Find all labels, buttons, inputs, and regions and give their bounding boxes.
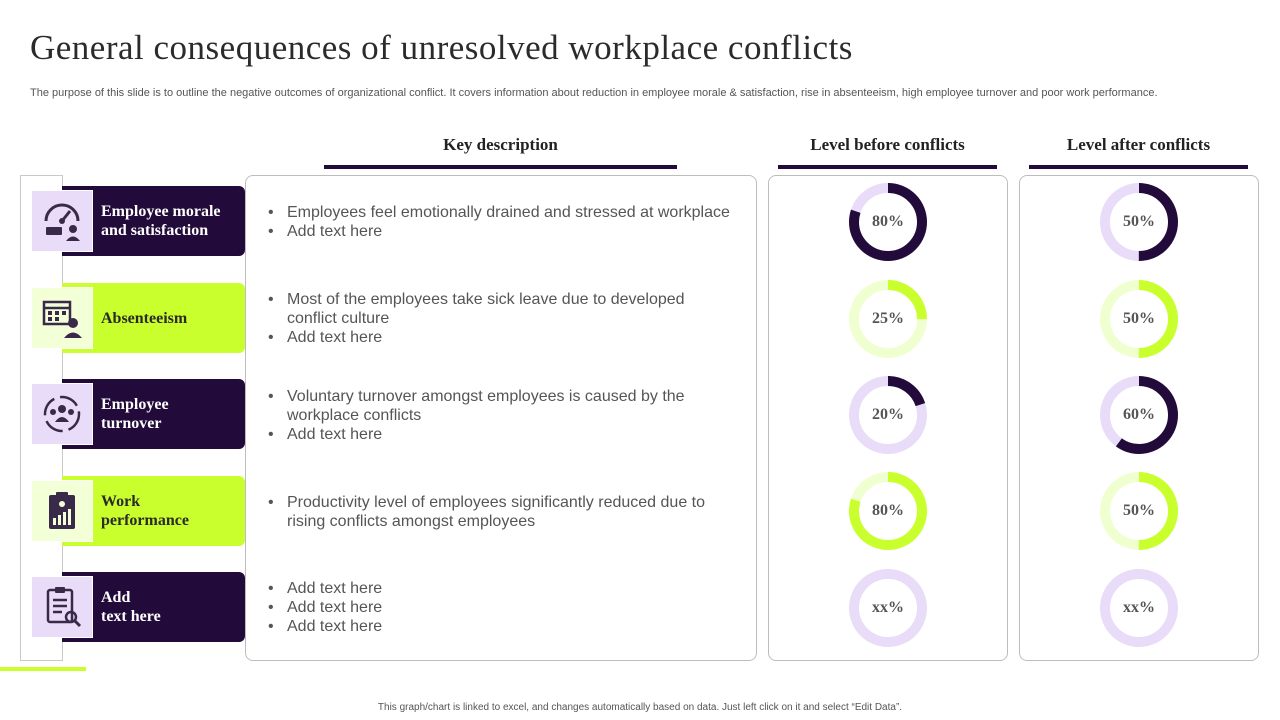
row-bullets-turnover: Voluntary turnover amongst employees is … [268,387,738,444]
row-bullets-performance: Productivity level of employees signific… [268,493,738,531]
row-label-line1: Employee [101,396,169,413]
bullet-item: Add text here [268,579,738,598]
gauge-user-icon [31,190,93,252]
ring-value: xx% [1123,599,1155,616]
ring-after-3: 50% [1100,472,1178,550]
bullet-item: Most of the employees take sick leave du… [268,290,738,328]
donut-ring [1100,376,1178,454]
ring-before-3: 80% [849,472,927,550]
team-cycle-icon [31,383,93,445]
bullet-item: Add text here [268,598,738,617]
ring-before-2: 20% [849,376,927,454]
ring-track [849,569,927,647]
row-label-line1: Absenteeism [101,309,188,327]
ring-value: 50% [1123,310,1155,327]
row-label-line2: and satisfaction [101,222,209,239]
header-level-after: Level after conflicts [1029,133,1248,169]
checklist-search-icon [31,576,93,638]
ring-value: xx% [872,599,904,616]
row-label-line2: performance [101,512,189,529]
row-bullets-morale: Employees feel emotionally drained and s… [268,203,738,241]
ring-after-0: 50% [1100,183,1178,261]
ring-after-4: xx% [1100,569,1178,647]
row-label-line2: text here [101,608,161,625]
donut-ring [849,569,927,647]
page-title: General consequences of unresolved workp… [30,28,853,67]
donut-ring [849,376,927,454]
donut-ring [1100,280,1178,358]
ring-value: 60% [1123,406,1155,423]
ring-value: 80% [872,502,904,519]
ring-value: 50% [1123,213,1155,230]
donut-ring [1100,183,1178,261]
ring-track [1100,569,1178,647]
ring-before-0: 80% [849,183,927,261]
donut-ring [1100,569,1178,647]
ring-value: 50% [1123,502,1155,519]
bullet-item: Voluntary turnover amongst employees is … [268,387,738,425]
bullet-item: Add text here [268,222,738,241]
calendar-user-icon [31,287,93,349]
ring-arc [849,472,927,550]
ring-arc [1100,472,1178,550]
page-subtitle: The purpose of this slide is to outline … [30,87,1158,99]
ring-before-1: 25% [849,280,927,358]
donut-ring [1100,472,1178,550]
ring-value: 20% [872,406,904,423]
ring-arc [1100,376,1178,454]
accent-line [0,667,86,671]
ring-after-1: 50% [1100,280,1178,358]
ring-before-4: xx% [849,569,927,647]
donut-ring [849,280,927,358]
row-label-line1: Employee morale [101,203,221,220]
ring-arc [1100,280,1178,358]
ring-arc [849,183,927,261]
ring-arc [1100,183,1178,261]
footer-note: This graph/chart is linked to excel, and… [377,702,903,713]
row-label-line1: Add [101,589,131,606]
bullet-item: Productivity level of employees signific… [268,493,738,531]
header-level-before: Level before conflicts [778,133,997,169]
donut-ring [849,472,927,550]
ring-value: 25% [872,310,904,327]
ring-arc [849,280,927,358]
bullet-item: Add text here [268,425,738,444]
bullet-item: Add text here [268,328,738,347]
donut-ring [849,183,927,261]
ring-arc [849,376,927,454]
row-bullets-absenteeism: Most of the employees take sick leave du… [268,290,738,347]
bullet-item: Add text here [268,617,738,636]
row-bullets-add-text: Add text here Add text here Add text her… [268,579,738,636]
ring-value: 80% [872,213,904,230]
clipboard-chart-icon [31,480,93,542]
bullet-item: Employees feel emotionally drained and s… [268,203,738,222]
row-label-line2: turnover [101,415,162,432]
row-label-line1: Work [101,493,141,510]
ring-after-2: 60% [1100,376,1178,454]
header-key-description: Key description [324,133,677,169]
